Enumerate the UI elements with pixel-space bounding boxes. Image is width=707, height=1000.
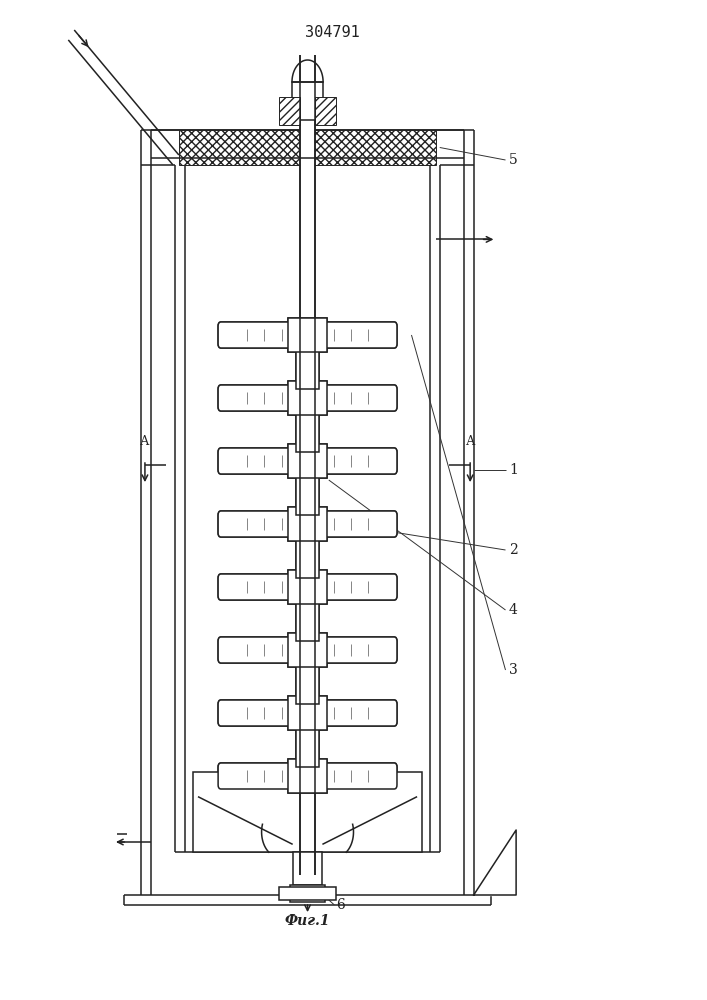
- Bar: [300, 317, 315, 353]
- Bar: [288, 507, 327, 541]
- Bar: [290, 885, 325, 902]
- Bar: [300, 632, 315, 668]
- Text: Фиг.1: Фиг.1: [285, 914, 330, 928]
- FancyBboxPatch shape: [218, 574, 397, 600]
- Bar: [296, 596, 319, 641]
- Bar: [288, 759, 327, 793]
- Bar: [296, 533, 319, 578]
- FancyBboxPatch shape: [218, 700, 397, 726]
- Text: А: А: [465, 435, 475, 448]
- Text: 6: 6: [336, 898, 344, 912]
- Bar: [296, 470, 319, 515]
- Bar: [296, 659, 319, 704]
- Bar: [288, 633, 327, 667]
- Bar: [296, 533, 319, 578]
- Bar: [193, 772, 422, 852]
- Bar: [288, 570, 327, 604]
- Bar: [288, 381, 327, 415]
- Bar: [300, 506, 315, 542]
- Bar: [288, 318, 327, 352]
- Bar: [288, 318, 327, 352]
- FancyBboxPatch shape: [218, 700, 397, 726]
- Bar: [315, 97, 336, 125]
- FancyBboxPatch shape: [218, 637, 397, 663]
- FancyBboxPatch shape: [218, 763, 397, 789]
- FancyBboxPatch shape: [218, 574, 397, 600]
- FancyBboxPatch shape: [218, 637, 397, 663]
- Bar: [288, 759, 327, 793]
- Bar: [296, 407, 319, 452]
- Bar: [288, 696, 327, 730]
- Bar: [293, 852, 322, 885]
- Bar: [296, 596, 319, 641]
- Text: 5: 5: [509, 153, 518, 167]
- Text: 3: 3: [509, 663, 518, 677]
- Polygon shape: [474, 830, 516, 895]
- Bar: [296, 344, 319, 389]
- Bar: [300, 120, 315, 170]
- Bar: [288, 633, 327, 667]
- Bar: [288, 507, 327, 541]
- Bar: [296, 722, 319, 767]
- FancyBboxPatch shape: [218, 385, 397, 411]
- Text: 2: 2: [509, 543, 518, 557]
- Bar: [300, 443, 315, 479]
- FancyBboxPatch shape: [218, 322, 397, 348]
- FancyBboxPatch shape: [218, 385, 397, 411]
- Bar: [296, 470, 319, 515]
- Bar: [288, 444, 327, 478]
- Bar: [300, 695, 315, 731]
- Bar: [300, 758, 315, 794]
- FancyBboxPatch shape: [218, 448, 397, 474]
- Bar: [288, 696, 327, 730]
- Bar: [288, 381, 327, 415]
- FancyBboxPatch shape: [218, 763, 397, 789]
- Text: 304791: 304791: [305, 25, 360, 40]
- Bar: [288, 444, 327, 478]
- Bar: [300, 380, 315, 416]
- Text: А: А: [140, 435, 150, 448]
- Bar: [296, 659, 319, 704]
- Bar: [279, 97, 300, 125]
- Bar: [288, 570, 327, 604]
- Bar: [292, 82, 323, 120]
- Text: 1: 1: [509, 463, 518, 477]
- Bar: [296, 722, 319, 767]
- Bar: [296, 407, 319, 452]
- FancyBboxPatch shape: [218, 511, 397, 537]
- Text: 4: 4: [509, 603, 518, 617]
- FancyBboxPatch shape: [218, 448, 397, 474]
- Bar: [179, 130, 436, 165]
- Bar: [279, 887, 336, 900]
- Bar: [300, 569, 315, 605]
- Bar: [296, 344, 319, 389]
- FancyBboxPatch shape: [218, 322, 397, 348]
- FancyBboxPatch shape: [218, 511, 397, 537]
